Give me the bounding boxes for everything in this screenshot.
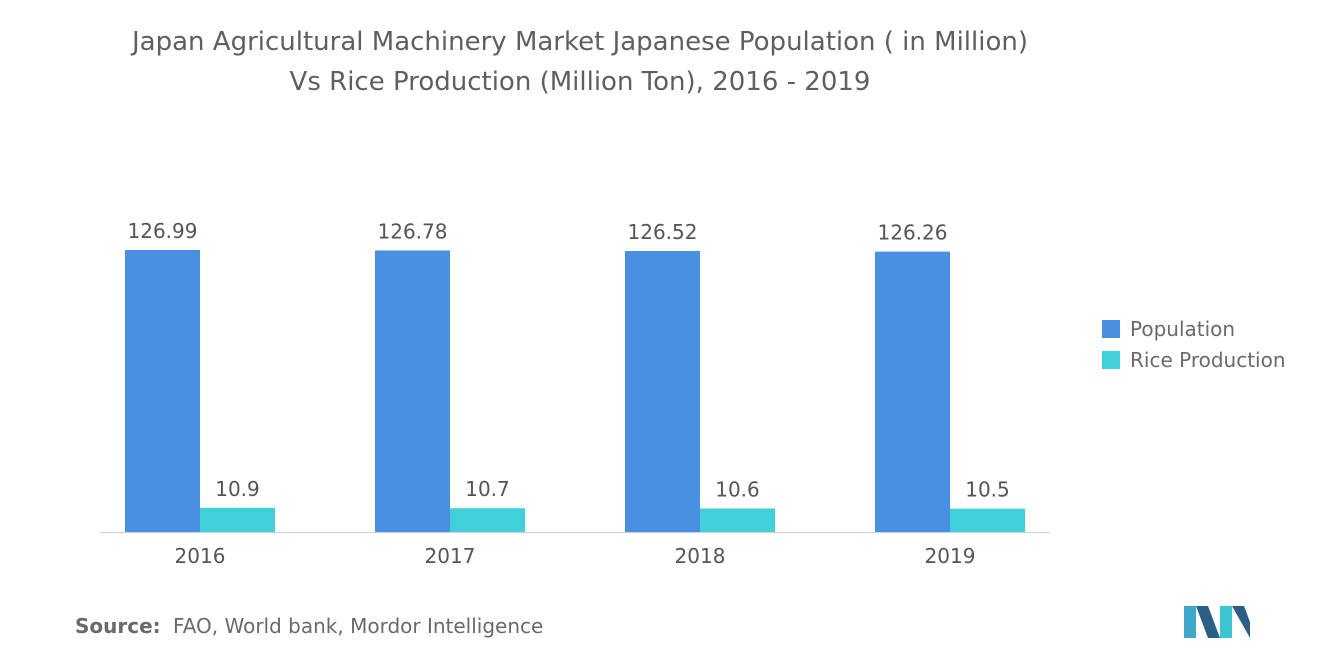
mordor-intelligence-logo-icon (1184, 606, 1250, 638)
legend-swatch (1102, 350, 1120, 369)
x-tick-label-2019: 2019 (925, 544, 976, 568)
x-tick-label-2016: 2016 (175, 544, 226, 568)
data-label-rice-production-2017: 10.7 (465, 477, 510, 501)
bar-population-2016 (125, 250, 200, 532)
source-note: Source: FAO, World bank, Mordor Intellig… (75, 614, 543, 638)
data-label-rice-production-2018: 10.6 (715, 477, 760, 501)
bar-rice-production-2018 (700, 508, 775, 532)
data-label-rice-production-2016: 10.9 (215, 477, 260, 501)
legend-swatch (1102, 319, 1120, 338)
bar-rice-production-2019 (950, 508, 1025, 532)
bar-rice-production-2016 (200, 507, 275, 532)
chart-title: Japan Agricultural Machinery Market Japa… (0, 22, 1160, 102)
legend-label: Population (1130, 316, 1236, 341)
bar-rice-production-2017 (450, 508, 525, 532)
data-label-rice-production-2019: 10.5 (965, 478, 1010, 502)
chart-title-line-2: Vs Rice Production (Million Ton), 2016 -… (289, 67, 871, 97)
data-label-population-2017: 126.78 (378, 219, 448, 243)
chart-title-line-1: Japan Agricultural Machinery Market Japa… (132, 27, 1028, 57)
bar-population-2017 (375, 250, 450, 532)
x-tick-label-2017: 2017 (425, 544, 476, 568)
source-text: FAO, World bank, Mordor Intelligence (173, 614, 544, 638)
legend-item-population: Population (1102, 313, 1286, 344)
source-label: Source: (75, 614, 161, 638)
x-tick-label-2018: 2018 (675, 544, 726, 568)
legend-label: Rice Production (1130, 347, 1286, 372)
chart-legend: Population Rice Production (1102, 313, 1286, 375)
data-label-population-2019: 126.26 (878, 221, 948, 245)
bar-population-2018 (625, 251, 700, 532)
data-label-population-2016: 126.99 (128, 219, 198, 243)
legend-item-rice-production: Rice Production (1102, 344, 1286, 375)
bar-population-2019 (875, 251, 950, 532)
data-label-population-2018: 126.52 (628, 220, 698, 244)
